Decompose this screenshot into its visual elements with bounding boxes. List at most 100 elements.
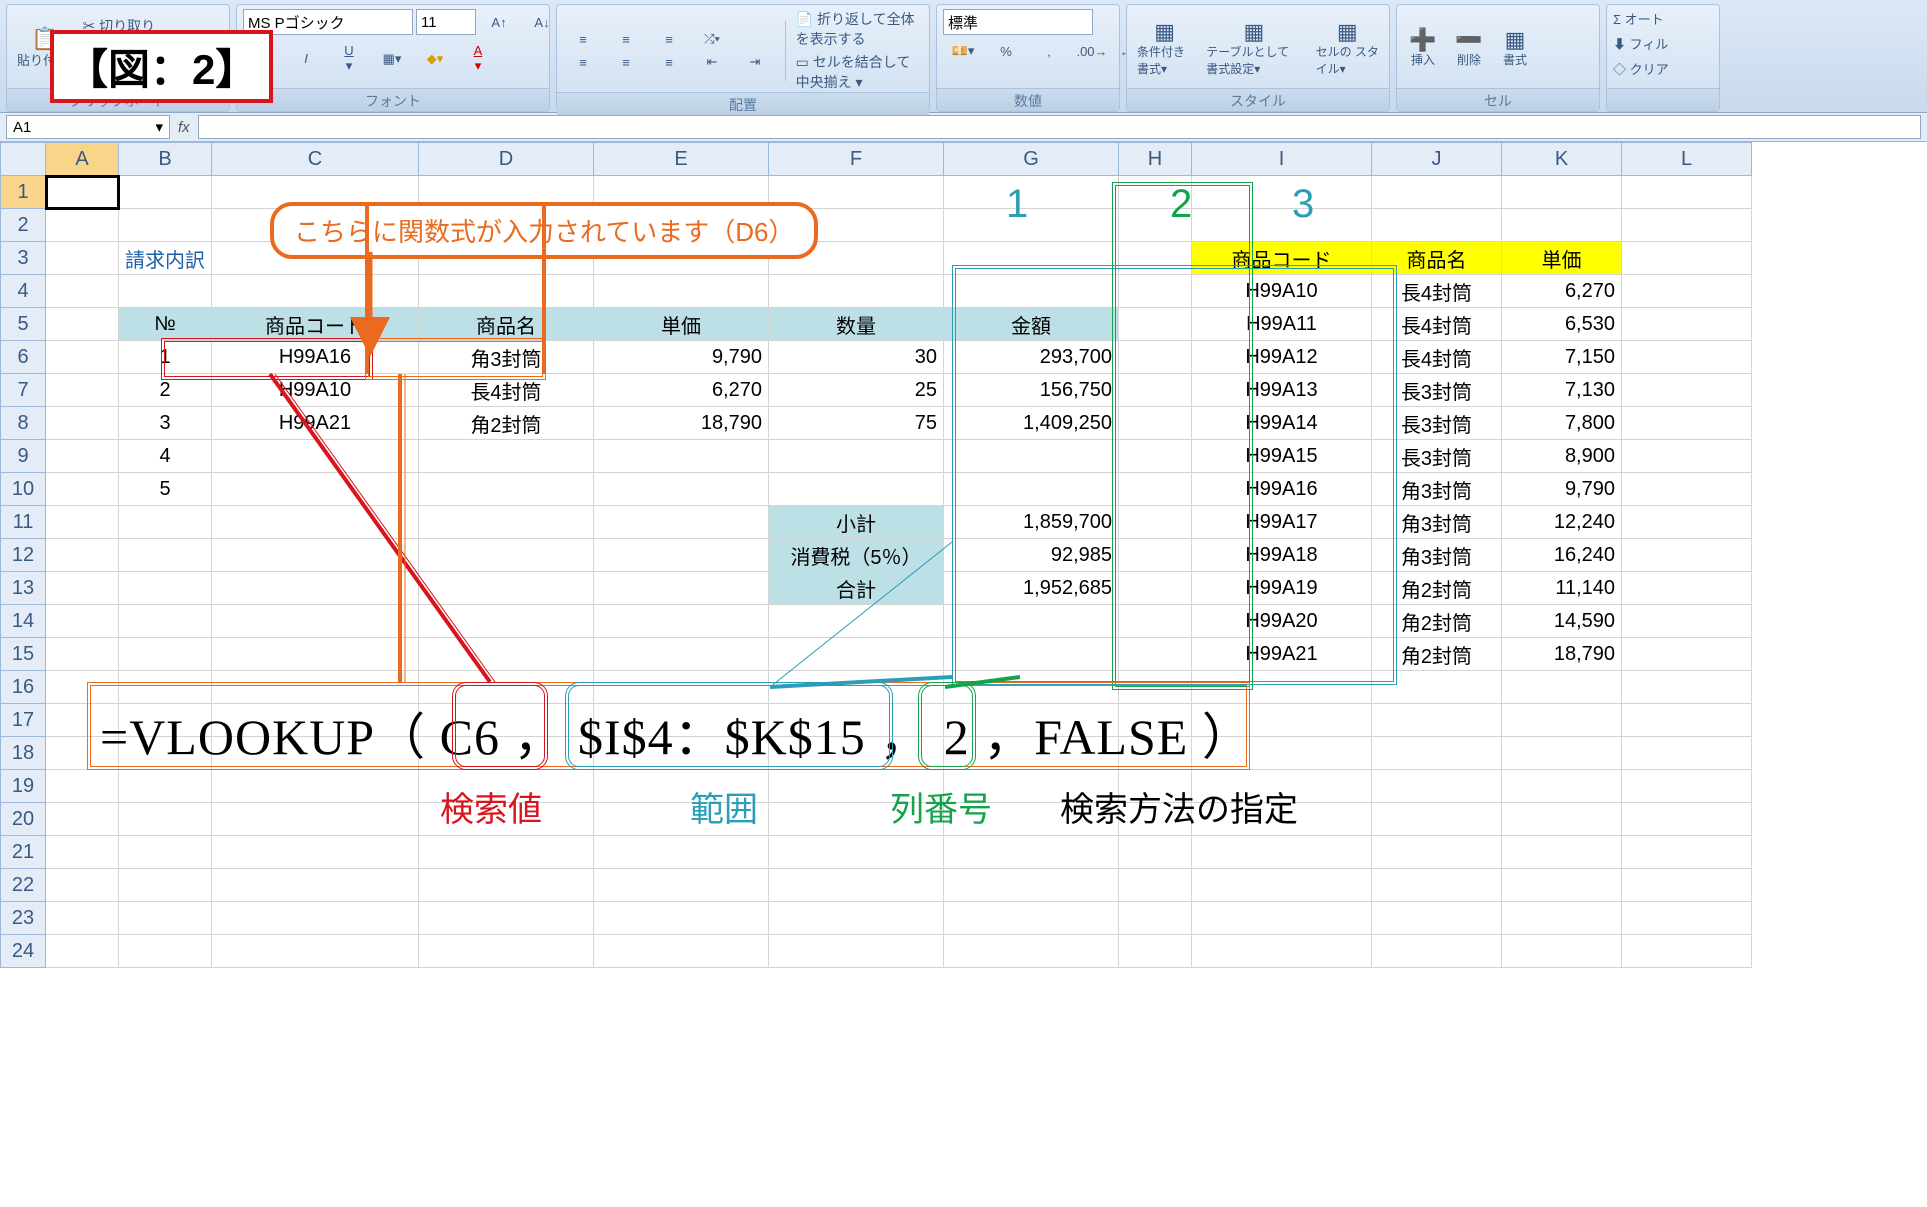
- font-color-button[interactable]: A▾: [458, 41, 498, 76]
- cell-E13[interactable]: [594, 572, 769, 605]
- cell-K20[interactable]: [1502, 803, 1622, 836]
- cell-F8[interactable]: 75: [769, 407, 944, 440]
- format-as-table-button[interactable]: ▦テーブルとして 書式設定▾: [1202, 19, 1305, 79]
- cell-B1[interactable]: [119, 176, 212, 209]
- cell-J1[interactable]: [1372, 176, 1502, 209]
- cell-B8[interactable]: 3: [119, 407, 212, 440]
- cell-E8[interactable]: 18,790: [594, 407, 769, 440]
- cell-E1[interactable]: [594, 176, 769, 209]
- cell-K10[interactable]: 9,790: [1502, 473, 1622, 506]
- cell-I22[interactable]: [1192, 869, 1372, 902]
- cell-K1[interactable]: [1502, 176, 1622, 209]
- cell-E4[interactable]: [594, 275, 769, 308]
- cell-A24[interactable]: [46, 935, 119, 968]
- cell-A13[interactable]: [46, 572, 119, 605]
- cell-F10[interactable]: [769, 473, 944, 506]
- cell-F13[interactable]: 合計: [769, 572, 944, 605]
- paste-button[interactable]: 📋 貼り付 け: [13, 26, 77, 71]
- cell-G23[interactable]: [944, 902, 1119, 935]
- cell-D14[interactable]: [419, 605, 594, 638]
- cell-L9[interactable]: [1622, 440, 1752, 473]
- row-header-13[interactable]: 13: [1, 572, 46, 605]
- cell-G21[interactable]: [944, 836, 1119, 869]
- align-right-button[interactable]: ≡: [649, 53, 689, 72]
- col-header-L[interactable]: L: [1622, 143, 1752, 176]
- delete-button[interactable]: ➖削除: [1449, 27, 1489, 70]
- cell-A22[interactable]: [46, 869, 119, 902]
- cell-L20[interactable]: [1622, 803, 1752, 836]
- col-header-A[interactable]: A: [46, 143, 119, 176]
- cell-F4[interactable]: [769, 275, 944, 308]
- cell-A6[interactable]: [46, 341, 119, 374]
- cell-K19[interactable]: [1502, 770, 1622, 803]
- cell-A12[interactable]: [46, 539, 119, 572]
- cell-E10[interactable]: [594, 473, 769, 506]
- copy-button[interactable]: ⎘ コピー: [83, 39, 160, 59]
- cell-K23[interactable]: [1502, 902, 1622, 935]
- font-size-combo[interactable]: [416, 9, 476, 35]
- cell-E11[interactable]: [594, 506, 769, 539]
- row-header-11[interactable]: 11: [1, 506, 46, 539]
- cell-B10[interactable]: 5: [119, 473, 212, 506]
- align-bottom-button[interactable]: ≡: [649, 30, 689, 49]
- cell-B13[interactable]: [119, 572, 212, 605]
- cell-B5[interactable]: №: [119, 308, 212, 341]
- cell-C8[interactable]: H99A21: [212, 407, 419, 440]
- cell-B14[interactable]: [119, 605, 212, 638]
- cell-K7[interactable]: 7,130: [1502, 374, 1622, 407]
- cell-F24[interactable]: [769, 935, 944, 968]
- cell-C23[interactable]: [212, 902, 419, 935]
- cell-L5[interactable]: [1622, 308, 1752, 341]
- cell-A14[interactable]: [46, 605, 119, 638]
- cell-J2[interactable]: [1372, 209, 1502, 242]
- cell-A3[interactable]: [46, 242, 119, 275]
- cell-K14[interactable]: 14,590: [1502, 605, 1622, 638]
- cell-L13[interactable]: [1622, 572, 1752, 605]
- row-header-18[interactable]: 18: [1, 737, 46, 770]
- cell-D9[interactable]: [419, 440, 594, 473]
- cell-B21[interactable]: [119, 836, 212, 869]
- cell-F1[interactable]: [769, 176, 944, 209]
- cell-A9[interactable]: [46, 440, 119, 473]
- formula-input[interactable]: [198, 115, 1921, 139]
- cell-D21[interactable]: [419, 836, 594, 869]
- merge-center-button[interactable]: ▭ セルを結合して中央揃え ▾: [796, 52, 923, 92]
- cell-I23[interactable]: [1192, 902, 1372, 935]
- cell-B19[interactable]: [119, 770, 212, 803]
- cell-B9[interactable]: 4: [119, 440, 212, 473]
- align-top-button[interactable]: ≡: [563, 30, 603, 49]
- cell-L18[interactable]: [1622, 737, 1752, 770]
- cell-C20[interactable]: [212, 803, 419, 836]
- grid[interactable]: ABCDEFGHIJKL123請求内訳商品コード商品名単価4H99A10長4封筒…: [0, 142, 1752, 968]
- cell-A4[interactable]: [46, 275, 119, 308]
- cell-J17[interactable]: [1372, 704, 1502, 737]
- cell-H24[interactable]: [1119, 935, 1192, 968]
- row-header-17[interactable]: 17: [1, 704, 46, 737]
- fill-color-button[interactable]: ◆▾: [415, 49, 455, 69]
- row-header-22[interactable]: 22: [1, 869, 46, 902]
- row-header-10[interactable]: 10: [1, 473, 46, 506]
- cell-F3[interactable]: [769, 242, 944, 275]
- cell-C13[interactable]: [212, 572, 419, 605]
- cell-K21[interactable]: [1502, 836, 1622, 869]
- number-format-combo[interactable]: [943, 9, 1093, 35]
- cell-F7[interactable]: 25: [769, 374, 944, 407]
- cell-J19[interactable]: [1372, 770, 1502, 803]
- cell-K16[interactable]: [1502, 671, 1622, 704]
- cell-B12[interactable]: [119, 539, 212, 572]
- border-button[interactable]: ▦▾: [372, 49, 412, 69]
- cell-D24[interactable]: [419, 935, 594, 968]
- cell-L2[interactable]: [1622, 209, 1752, 242]
- cell-A8[interactable]: [46, 407, 119, 440]
- row-header-6[interactable]: 6: [1, 341, 46, 374]
- cell-B20[interactable]: [119, 803, 212, 836]
- col-header-H[interactable]: H: [1119, 143, 1192, 176]
- cell-L22[interactable]: [1622, 869, 1752, 902]
- cell-B23[interactable]: [119, 902, 212, 935]
- row-header-15[interactable]: 15: [1, 638, 46, 671]
- cell-K8[interactable]: 7,800: [1502, 407, 1622, 440]
- row-header-20[interactable]: 20: [1, 803, 46, 836]
- name-box[interactable]: A1▾: [6, 115, 170, 139]
- cell-D11[interactable]: [419, 506, 594, 539]
- cell-K18[interactable]: [1502, 737, 1622, 770]
